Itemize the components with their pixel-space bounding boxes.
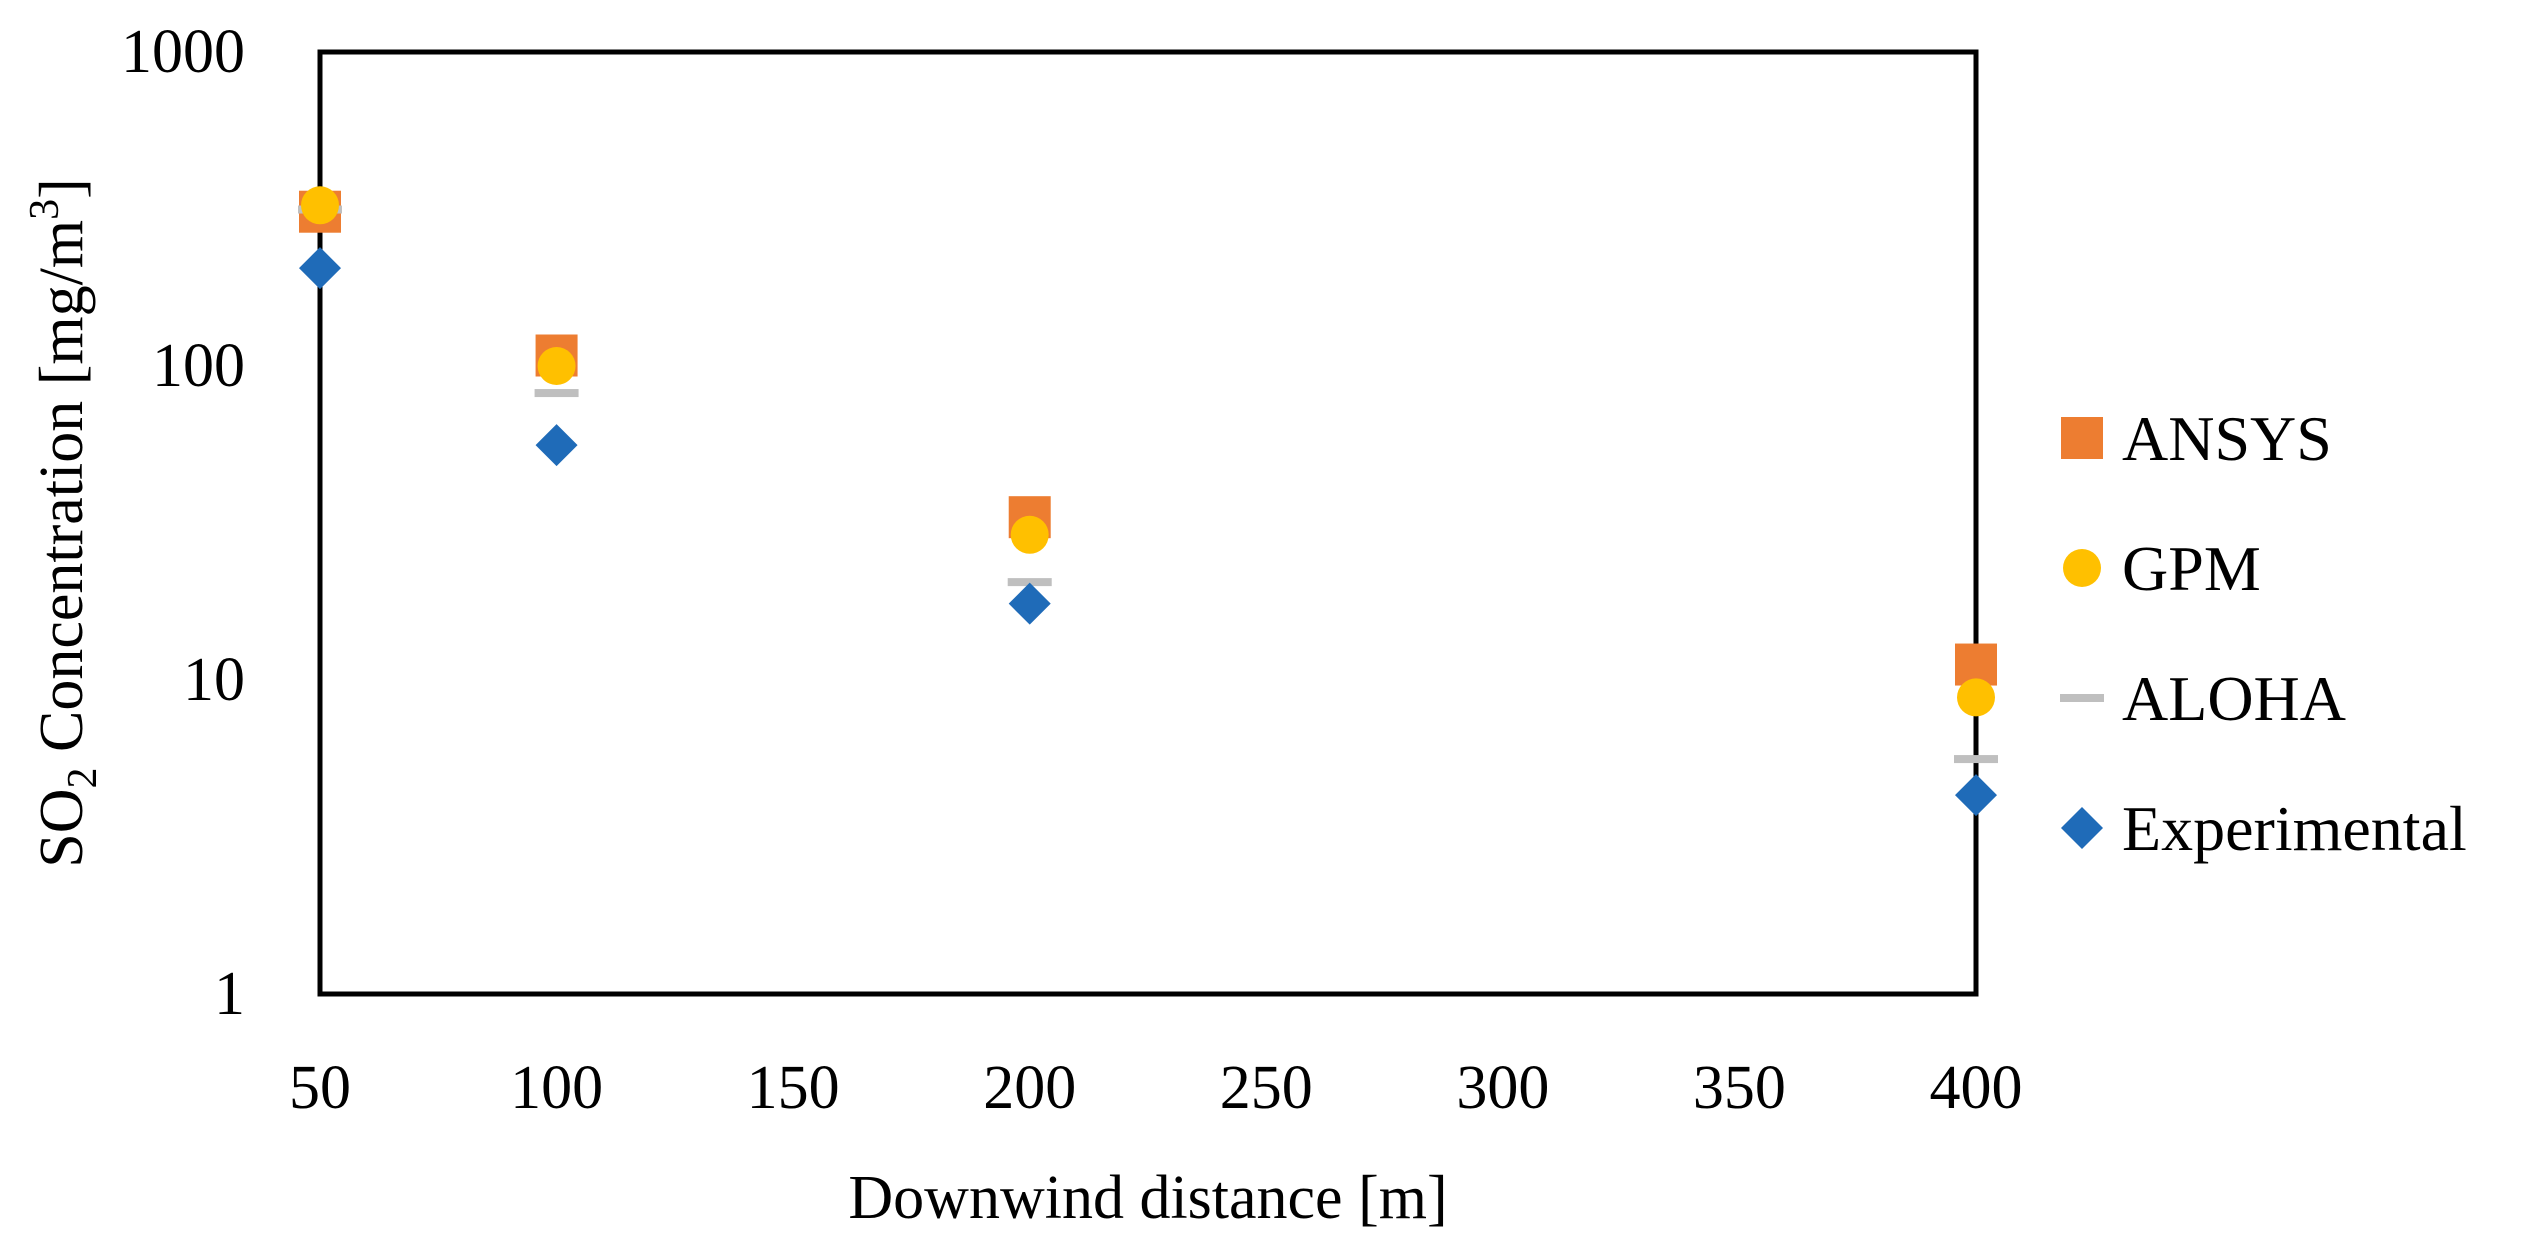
x-tick-label: 400 <box>1930 1054 2023 1122</box>
y-tick-label: 1000 <box>121 18 245 86</box>
data-point-aloha <box>534 389 579 398</box>
legend-label-gpm: GPM <box>2122 533 2261 604</box>
x-tick-label: 250 <box>1220 1054 1313 1122</box>
y-axis-title-middle: Concentration [mg/m <box>28 220 96 768</box>
legend-label-experimental: Experimental <box>2122 793 2467 864</box>
x-tick-label: 300 <box>1456 1054 1549 1122</box>
y-axis-tick-labels: 1 10 100 1000 <box>121 18 245 1028</box>
legend-label-ansys: ANSYS <box>2122 403 2332 474</box>
data-point-experimental <box>299 247 341 290</box>
legend-marker-experimental <box>2061 807 2103 849</box>
y-tick-label: 10 <box>183 646 245 714</box>
x-tick-label: 100 <box>510 1054 603 1122</box>
y-tick-label: 1 <box>214 960 245 1028</box>
plot-area-frame <box>317 49 1979 997</box>
data-point-gpm <box>301 186 339 225</box>
legend-marker-ansys <box>2061 417 2103 459</box>
legend: ANSYS GPM ALOHA Experimental <box>2060 403 2467 864</box>
data-markers <box>298 186 1998 817</box>
y-axis-title: SO2 Concentration [mg/m3] <box>22 178 106 867</box>
data-point-experimental <box>1955 774 1997 817</box>
x-axis-title: Downwind distance [m] <box>848 1164 1447 1232</box>
data-point-experimental <box>535 424 578 467</box>
x-tick-label: 200 <box>983 1054 1076 1122</box>
y-axis-title-suffix: ] <box>28 178 96 199</box>
data-point-gpm <box>1010 515 1049 554</box>
legend-marker-aloha <box>2060 694 2104 702</box>
legend-marker-gpm <box>2063 549 2101 587</box>
data-point-aloha <box>1954 755 1998 764</box>
data-point-aloha <box>1007 578 1052 587</box>
data-point-gpm <box>1957 678 1995 717</box>
y-axis-title-superscript: 3 <box>22 199 68 220</box>
legend-label-aloha: ALOHA <box>2122 663 2346 734</box>
data-point-gpm <box>537 347 576 385</box>
y-axis-title-prefix: SO <box>28 788 96 867</box>
y-axis-title-subscript: 2 <box>60 767 106 788</box>
x-axis-tick-labels: 50 100 150 200 250 300 350 400 <box>289 1054 2023 1122</box>
x-tick-label: 50 <box>289 1054 351 1122</box>
data-point-experimental <box>1008 582 1051 625</box>
x-tick-label: 150 <box>747 1054 840 1122</box>
x-tick-label: 350 <box>1693 1054 1786 1122</box>
y-tick-label: 100 <box>152 332 245 400</box>
